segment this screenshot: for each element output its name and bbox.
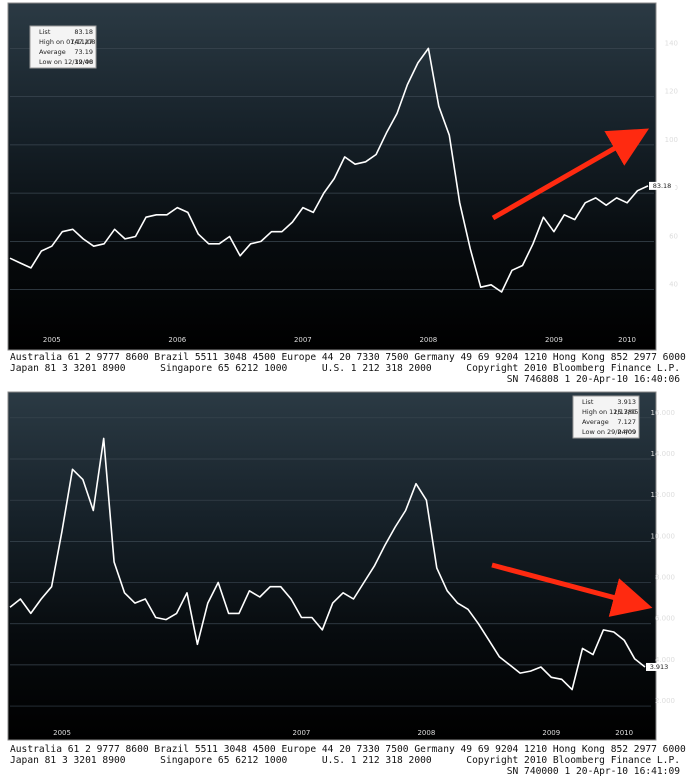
y-tick-label: 12.000: [651, 491, 676, 499]
legend-label: Average: [39, 48, 66, 56]
legend-value: 7.127: [617, 418, 636, 426]
legend-value: 147.27: [70, 38, 93, 46]
legend-label: Low on 12/19/08: [39, 58, 93, 66]
annotation-arrow: [491, 128, 650, 221]
legend-value: 2.409: [617, 428, 636, 436]
legend-box: [29, 25, 97, 69]
x-tick-label: 2008: [419, 336, 437, 344]
footer-text: Japan 81 3 3201 8900 Singapore 65 6212 1…: [10, 755, 680, 766]
panel-1: [7, 2, 657, 351]
y-tick-label: 6.000: [655, 615, 675, 623]
annotation-arrow: [491, 562, 653, 617]
legend-label: High on 12/13/05: [582, 408, 638, 416]
x-tick-label: 2005: [43, 336, 61, 344]
legend-value: 83.18: [74, 28, 93, 36]
price-line: [9, 47, 649, 293]
y-tick-label: 4.000: [655, 656, 675, 664]
legend-label: Average: [582, 418, 609, 426]
last-value-box: [649, 181, 675, 190]
last-value-box: [646, 662, 672, 671]
y-tick-label: 60: [669, 232, 678, 240]
price-line: [9, 437, 646, 691]
x-tick-label: 2010: [615, 729, 633, 737]
y-tick-label: 2.000: [655, 697, 675, 705]
footer-text: Australia 61 2 9777 8600 Brazil 5511 304…: [10, 352, 686, 363]
footer-text: Australia 61 2 9777 8600 Brazil 5511 304…: [10, 744, 686, 755]
footer-text: SN 740000 1 20-Apr-10 16:41:09: [507, 766, 681, 777]
legend-value: 32.40: [74, 58, 93, 66]
x-tick-label: 2010: [618, 336, 636, 344]
legend-value: 15.780: [613, 408, 636, 416]
x-tick-label: 2009: [545, 336, 563, 344]
x-tick-label: 2005: [53, 729, 71, 737]
x-tick-label: 2008: [417, 729, 435, 737]
panel-2: [7, 391, 657, 741]
x-tick-label: 2007: [293, 729, 311, 737]
legend-label: List: [39, 28, 51, 36]
footer-text: Japan 81 3 3201 8900 Singapore 65 6212 1…: [10, 363, 680, 374]
x-tick-label: 2006: [168, 336, 186, 344]
y-tick-label: 8.000: [655, 574, 675, 582]
y-tick-label: 100: [665, 136, 678, 144]
legend-value: 73.19: [74, 48, 93, 56]
footer-text: SN 746808 1 20-Apr-10 16:40:06: [507, 374, 681, 385]
legend-label: Low on 29/04/09: [582, 428, 636, 436]
last-value-label: 3.913: [650, 663, 669, 671]
y-tick-label: 10.000: [651, 532, 676, 540]
y-tick-label: 120: [665, 88, 678, 96]
legend-label: List: [582, 398, 594, 406]
legend-value: 3.913: [617, 398, 636, 406]
legend-box: [572, 395, 640, 439]
x-tick-label: 2009: [542, 729, 560, 737]
y-tick-label: 140: [665, 39, 678, 47]
y-tick-label: 16.000: [651, 409, 676, 417]
last-value-label: 83.18: [653, 182, 672, 190]
legend-label: High on 07/11/08: [39, 38, 95, 46]
x-tick-label: 2007: [294, 336, 312, 344]
y-tick-label: 40: [669, 281, 678, 289]
y-tick-label: 14.000: [651, 450, 676, 458]
